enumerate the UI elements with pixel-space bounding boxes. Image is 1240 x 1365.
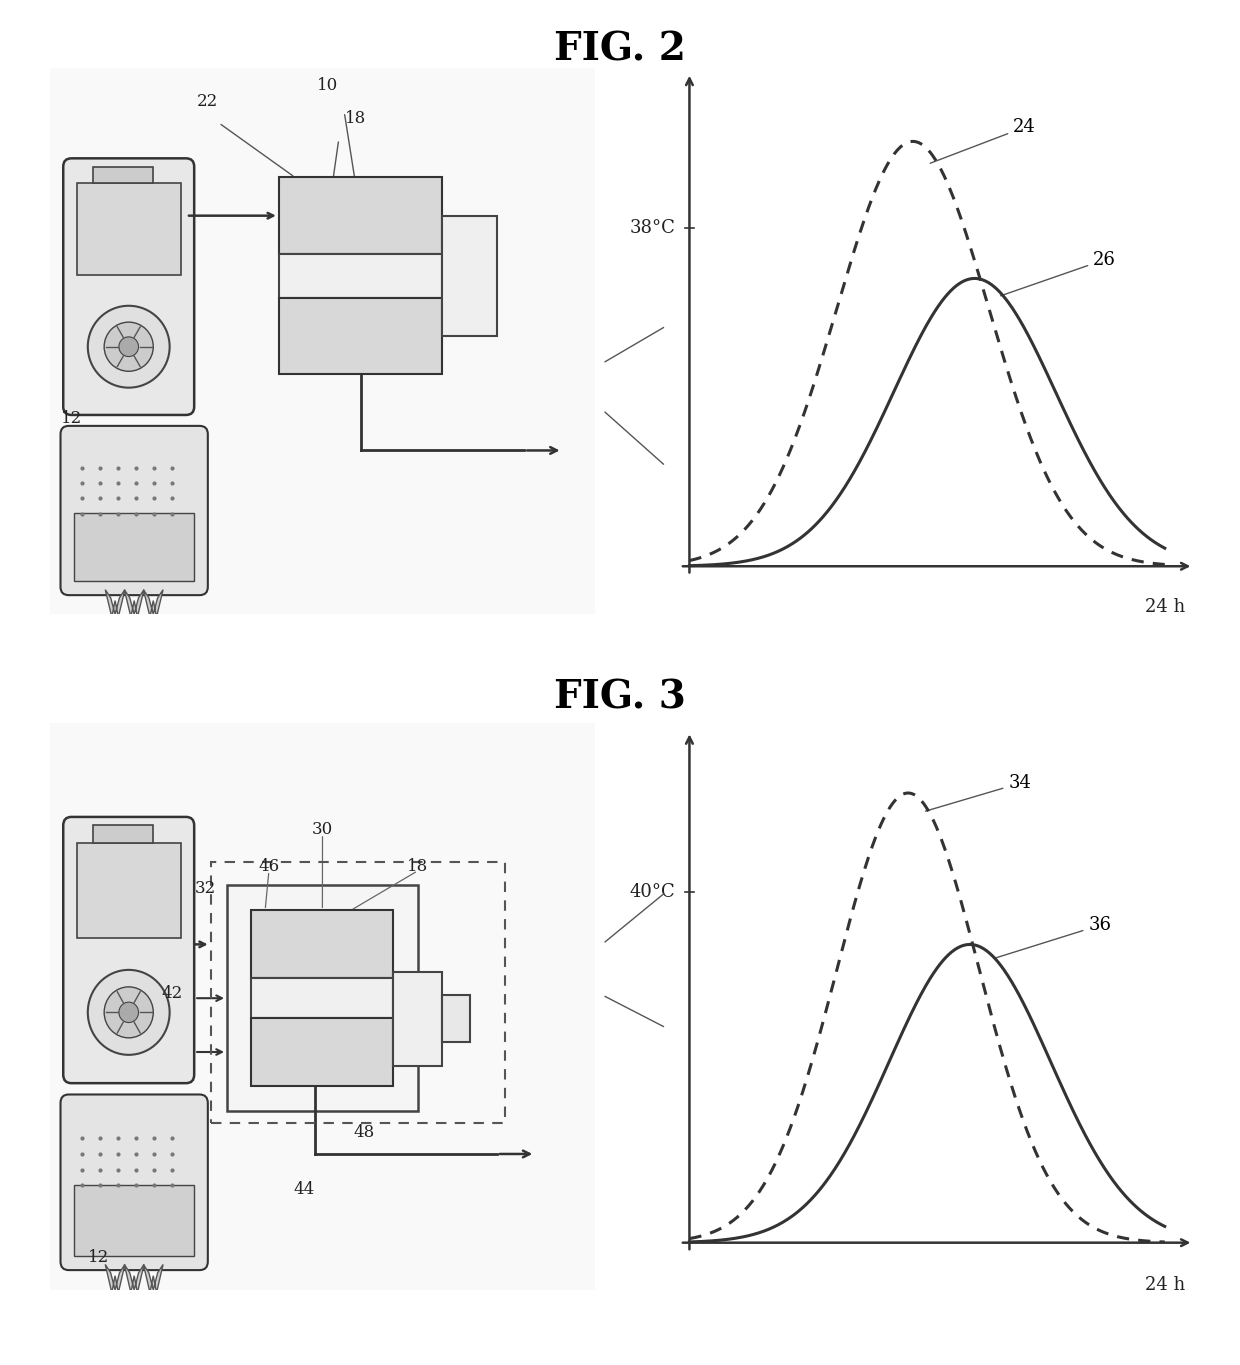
FancyBboxPatch shape <box>279 177 443 254</box>
FancyBboxPatch shape <box>33 63 606 625</box>
Text: 44: 44 <box>294 1181 315 1197</box>
Text: 38°C: 38°C <box>630 220 675 238</box>
FancyBboxPatch shape <box>61 1095 208 1269</box>
Text: 24 h: 24 h <box>1145 598 1185 616</box>
FancyBboxPatch shape <box>279 254 443 298</box>
FancyBboxPatch shape <box>252 1018 393 1087</box>
Text: 34: 34 <box>925 774 1032 811</box>
Text: 24: 24 <box>930 119 1035 164</box>
Text: 10: 10 <box>317 76 339 94</box>
FancyBboxPatch shape <box>77 183 181 274</box>
Text: 42: 42 <box>161 986 184 1002</box>
Text: 30: 30 <box>312 820 334 838</box>
FancyBboxPatch shape <box>93 826 154 842</box>
Text: 48: 48 <box>353 1123 374 1141</box>
Polygon shape <box>105 1264 125 1293</box>
Text: 32: 32 <box>195 880 216 897</box>
FancyBboxPatch shape <box>227 885 418 1111</box>
Circle shape <box>88 306 170 388</box>
FancyBboxPatch shape <box>443 995 470 1041</box>
Text: 26: 26 <box>1001 251 1116 296</box>
FancyBboxPatch shape <box>93 167 154 183</box>
Text: FIG. 3: FIG. 3 <box>554 678 686 717</box>
FancyBboxPatch shape <box>74 1185 195 1256</box>
FancyBboxPatch shape <box>393 972 443 1066</box>
Polygon shape <box>105 590 125 617</box>
Text: 22: 22 <box>197 93 218 111</box>
FancyBboxPatch shape <box>63 158 195 415</box>
Polygon shape <box>144 590 164 617</box>
Polygon shape <box>144 1264 164 1293</box>
Circle shape <box>104 987 154 1037</box>
Text: 12: 12 <box>88 1249 109 1265</box>
Circle shape <box>119 1002 139 1022</box>
Circle shape <box>119 337 139 356</box>
Text: 18: 18 <box>407 857 429 875</box>
Text: 12: 12 <box>61 410 82 427</box>
FancyBboxPatch shape <box>252 910 393 979</box>
FancyBboxPatch shape <box>61 426 208 595</box>
FancyBboxPatch shape <box>279 298 443 374</box>
Circle shape <box>104 322 154 371</box>
FancyBboxPatch shape <box>63 816 195 1084</box>
Polygon shape <box>124 1264 144 1293</box>
Text: FIG. 2: FIG. 2 <box>554 30 686 68</box>
Text: 46: 46 <box>258 857 279 875</box>
Polygon shape <box>124 590 144 617</box>
FancyBboxPatch shape <box>77 842 181 938</box>
FancyBboxPatch shape <box>252 979 393 1018</box>
FancyBboxPatch shape <box>443 216 497 336</box>
FancyBboxPatch shape <box>33 713 606 1301</box>
Circle shape <box>88 971 170 1055</box>
Text: 18: 18 <box>345 109 366 127</box>
Text: 36: 36 <box>996 916 1111 958</box>
Text: 24 h: 24 h <box>1145 1276 1185 1294</box>
FancyBboxPatch shape <box>74 513 195 581</box>
Text: 40°C: 40°C <box>630 883 675 901</box>
